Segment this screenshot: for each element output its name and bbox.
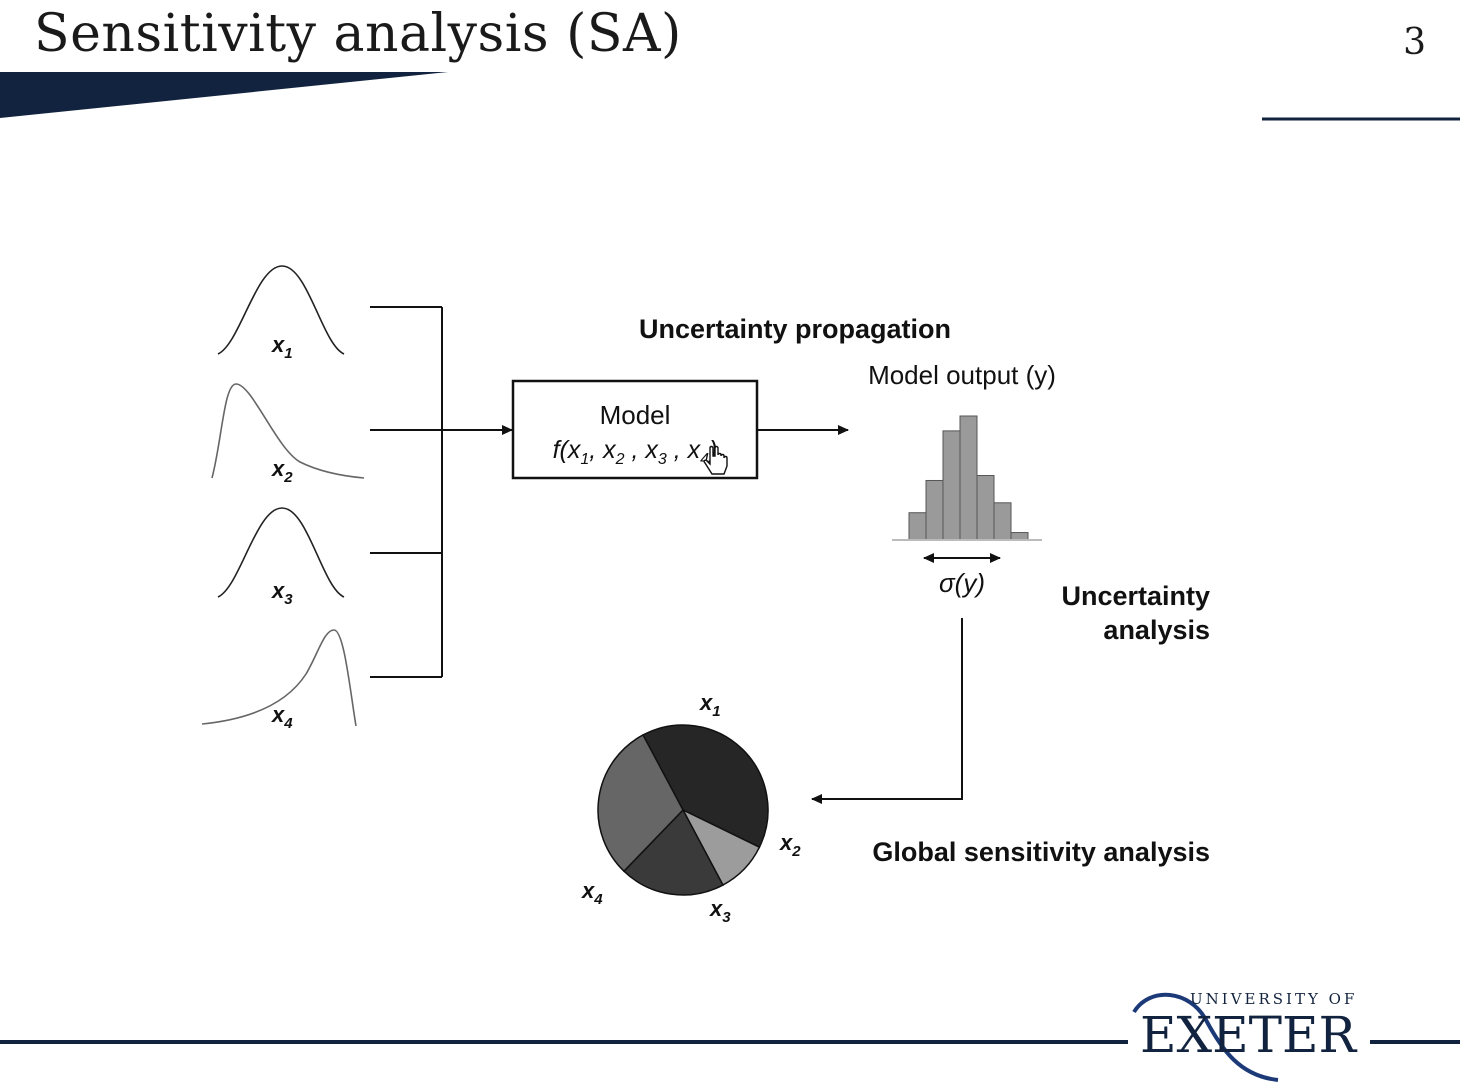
logo-line2: EXETER <box>1140 1006 1357 1064</box>
distribution-x3-curve <box>217 507 345 598</box>
model-output-label: Model output (y) <box>868 360 1056 390</box>
pie-slice-x3 <box>622 808 724 896</box>
hand-cursor-icon <box>703 445 728 475</box>
histogram-bar <box>993 502 1012 541</box>
pie-label-x2: x2 <box>779 830 801 860</box>
uncertainty-propagation-label: Uncertainty propagation <box>639 314 951 344</box>
logo-line1: UNIVERSITY OF <box>1190 990 1357 1008</box>
pie-slice-x4 <box>597 733 684 873</box>
uncertainty-analysis-label-line1: Uncertainty <box>1061 581 1210 611</box>
output-histogram <box>908 415 1029 541</box>
histogram-bar <box>925 479 944 541</box>
distribution-x1-curve <box>217 265 345 355</box>
histogram-bar <box>1010 532 1029 541</box>
slide-title: Sensitivity analysis (SA) <box>34 4 682 64</box>
histogram-bar <box>959 415 978 541</box>
logo-swoosh <box>1132 992 1279 1082</box>
input-label-x4: x4 <box>271 702 293 732</box>
model-function: f(x1, x2 , x3 , x4) <box>553 436 718 468</box>
distribution-x2-curve <box>211 383 365 479</box>
header-accent-wedge <box>0 72 448 118</box>
sensitivity-pie <box>597 724 769 896</box>
arrow-to-sensitivity <box>811 618 963 804</box>
histogram-bar <box>908 512 927 541</box>
pie-label-x4: x4 <box>581 878 603 908</box>
pie-label-x1: x1 <box>699 690 721 720</box>
sigma-label: σ(y) <box>939 568 985 598</box>
input-label-x2: x2 <box>271 456 293 486</box>
histogram-bar <box>942 430 961 541</box>
pie-label-x3: x3 <box>709 896 731 926</box>
model-title: Model <box>600 400 671 430</box>
input-label-x3: x3 <box>271 578 293 608</box>
university-logo: UNIVERSITY OF EXETER <box>1132 990 1357 1082</box>
input-bracket <box>370 306 443 678</box>
histogram-bar <box>976 475 995 541</box>
input-label-x1: x1 <box>271 332 293 362</box>
page-number: 3 <box>1403 22 1426 63</box>
pie-slice-x1 <box>642 724 769 849</box>
uncertainty-analysis-label-line2: analysis <box>1103 615 1210 645</box>
distribution-x4-curve <box>201 629 357 727</box>
global-sensitivity-analysis-label: Global sensitivity analysis <box>872 837 1210 867</box>
